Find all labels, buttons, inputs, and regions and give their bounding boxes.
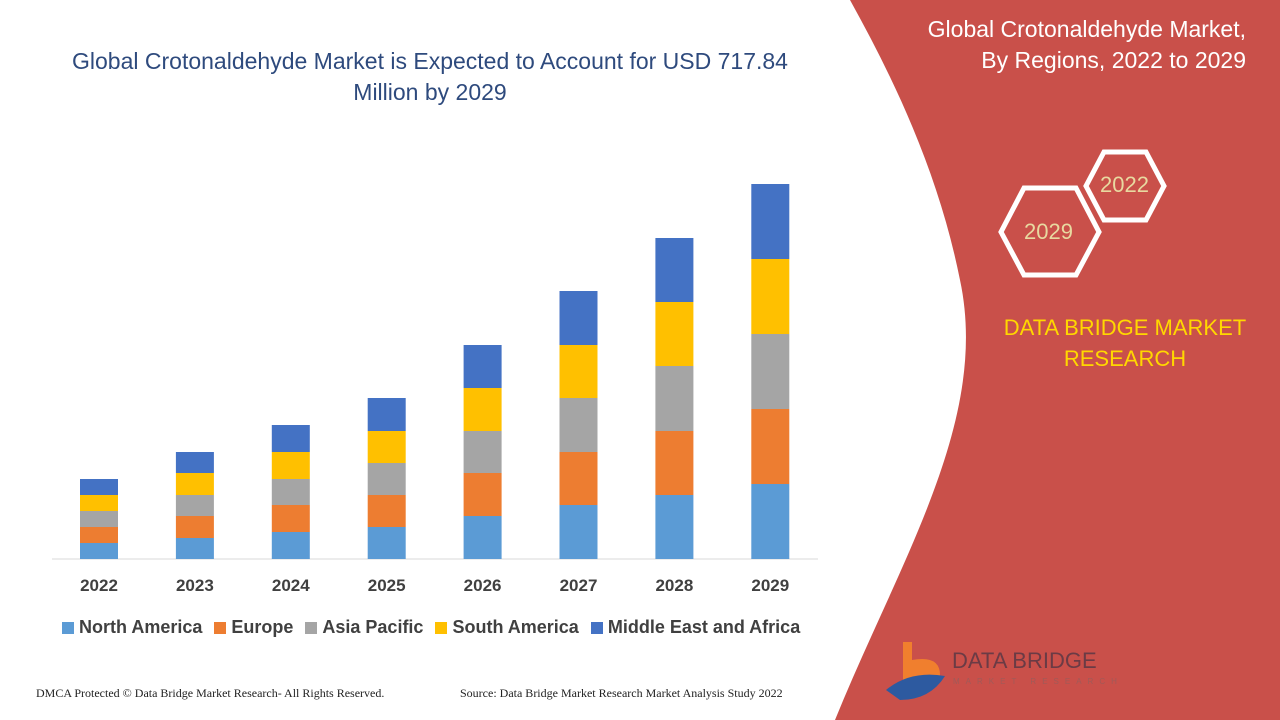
legend: North America Europe Asia Pacific South Ame… xyxy=(62,617,800,638)
bar-2024-asia-pacific xyxy=(271,479,310,505)
brand-text: DATA BRIDGE MARKET RESEARCH xyxy=(990,312,1260,374)
brand-line2: RESEARCH xyxy=(1063,346,1187,371)
brand-line1: DATA BRIDGE MARKET xyxy=(1003,315,1247,340)
bar-2026-south-america xyxy=(463,388,502,431)
bar-2023-middle-east-and-africa xyxy=(175,452,214,473)
bar-2022-asia-pacific xyxy=(80,511,118,527)
hexagon-2029 xyxy=(998,185,1102,278)
bar-2026-asia-pacific xyxy=(463,431,502,473)
x-tick-2025: 2025 xyxy=(367,576,406,595)
bar-2026-north-america xyxy=(463,516,502,559)
legend-item: North America xyxy=(62,617,202,638)
logo-name: DATA BRIDGE xyxy=(952,648,1097,673)
bar-2022-middle-east-and-africa xyxy=(80,479,118,495)
bar-2025-asia-pacific xyxy=(367,463,406,495)
side-panel-title: Global Crotonaldehyde Market, By Regions… xyxy=(928,14,1246,76)
chart-title: Global Crotonaldehyde Market is Expected… xyxy=(72,48,788,105)
bar-2025-north-america xyxy=(367,527,406,559)
bar-2023-europe xyxy=(175,516,214,538)
x-tick-2022: 2022 xyxy=(80,576,118,595)
side-panel xyxy=(835,0,1280,720)
bar-2024-south-america xyxy=(271,452,310,479)
legend-label: North America xyxy=(79,617,203,637)
bar-2025-europe xyxy=(367,495,406,527)
legend-swatch xyxy=(305,621,318,634)
legend-label: South America xyxy=(452,617,579,637)
legend-swatch xyxy=(214,621,227,634)
hexagon-2022 xyxy=(1083,149,1167,223)
bar-2027-asia-pacific xyxy=(559,398,598,452)
x-tick-2026: 2026 xyxy=(463,576,502,595)
bar-2029-south-america xyxy=(751,259,790,334)
x-tick-2023: 2023 xyxy=(175,576,214,595)
bar-2028-middle-east-and-africa xyxy=(655,238,694,302)
bar-2025-middle-east-and-africa xyxy=(367,398,406,431)
bar-2024-middle-east-and-africa xyxy=(271,425,310,452)
bar-2028-south-america xyxy=(655,302,694,366)
hex-label-2022: 2022 xyxy=(1100,172,1149,197)
legend-swatch xyxy=(435,621,448,634)
logo-icon xyxy=(886,642,945,700)
legend-swatch xyxy=(590,621,603,634)
bar-2022-north-america xyxy=(80,543,118,559)
legend-label: Asia Pacific xyxy=(322,617,424,637)
dmca-notice: DMCA Protected © Data Bridge Market Rese… xyxy=(36,686,385,700)
x-tick-2027: 2027 xyxy=(559,576,598,595)
legend-swatch xyxy=(62,621,74,634)
bar-2026-europe xyxy=(463,473,502,516)
bar-2029-middle-east-and-africa xyxy=(751,184,790,259)
bar-2029-europe xyxy=(751,409,790,484)
bar-2022-south-america xyxy=(80,495,118,511)
legend-item: Asia Pacific xyxy=(305,617,423,638)
legend-item: Middle East and Africa xyxy=(590,617,801,638)
x-tick-2028: 2028 xyxy=(655,576,694,595)
bar-2023-north-america xyxy=(175,538,214,559)
bar-2022-europe xyxy=(80,527,118,543)
bar-2024-europe xyxy=(271,505,310,532)
bar-2028-asia-pacific xyxy=(655,366,694,431)
legend-item: Europe xyxy=(214,617,293,638)
bar-2029-asia-pacific xyxy=(751,334,790,409)
side-title-line1: Global Crotonaldehyde Market, xyxy=(927,16,1246,42)
bar-2028-north-america xyxy=(655,495,694,559)
bar-2023-asia-pacific xyxy=(175,495,214,516)
legend-label: Middle East and Africa xyxy=(607,617,801,637)
bar-2025-south-america xyxy=(367,431,406,463)
hex-label-2029: 2029 xyxy=(1024,219,1073,244)
x-tick-2024: 2024 xyxy=(271,576,310,595)
side-title-line2: By Regions, 2022 to 2029 xyxy=(981,47,1246,73)
legend-label: Europe xyxy=(231,617,294,637)
bar-2027-middle-east-and-africa xyxy=(559,291,598,345)
bar-2027-europe xyxy=(559,452,598,505)
bar-2024-north-america xyxy=(271,532,310,559)
source-note: Source: Data Bridge Market Research Mark… xyxy=(460,686,783,700)
legend-item: South America xyxy=(435,617,579,638)
bar-2029-north-america xyxy=(751,484,790,559)
bar-2027-north-america xyxy=(559,505,598,559)
bar-2027-south-america xyxy=(559,345,598,398)
bar-2028-europe xyxy=(655,431,694,495)
x-tick-2029: 2029 xyxy=(751,576,790,595)
logo-tagline: MARKET RESEARCH xyxy=(953,677,1123,686)
bar-2023-south-america xyxy=(175,473,214,495)
bar-2026-middle-east-and-africa xyxy=(463,345,502,388)
